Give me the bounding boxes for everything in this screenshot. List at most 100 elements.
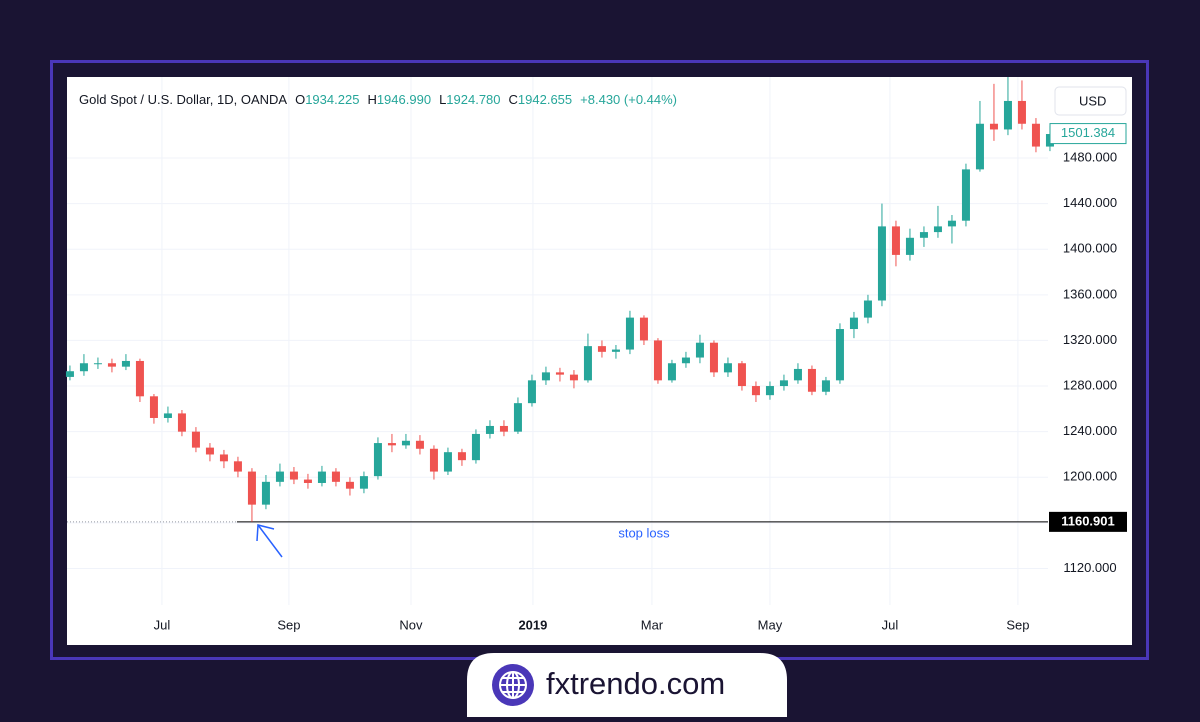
candle-body bbox=[401, 440, 410, 446]
candle-body bbox=[821, 380, 830, 392]
candle-body bbox=[163, 413, 172, 418]
candle-body bbox=[247, 471, 256, 505]
candle-body bbox=[835, 329, 844, 381]
x-tick-label: Sep bbox=[277, 617, 300, 632]
change: +8.430 (+0.44%) bbox=[580, 92, 677, 107]
candle-body bbox=[625, 317, 634, 350]
candle-body bbox=[751, 386, 760, 396]
candle-body bbox=[611, 349, 620, 352]
candle-body bbox=[275, 471, 284, 482]
candle-body bbox=[513, 403, 522, 432]
candle-body bbox=[107, 363, 116, 367]
y-tick-label: 1320.000 bbox=[1063, 332, 1117, 347]
candle-body bbox=[989, 123, 998, 130]
candle-body bbox=[1031, 123, 1040, 147]
candle-body bbox=[499, 425, 508, 432]
candle-body bbox=[653, 340, 662, 381]
x-tick-label: Jul bbox=[882, 617, 899, 632]
candle-body bbox=[933, 226, 942, 233]
candle-body bbox=[681, 357, 690, 364]
candle-body bbox=[639, 317, 648, 341]
logo-badge bbox=[467, 653, 787, 717]
candle-body bbox=[583, 346, 592, 381]
candle-body bbox=[961, 169, 970, 221]
candle-body bbox=[289, 471, 298, 480]
ohlc-value: 1942.655 bbox=[518, 92, 572, 107]
ohlc-label: C bbox=[509, 92, 518, 107]
candle-body bbox=[807, 368, 816, 392]
ohlc-value: 1924.780 bbox=[446, 92, 500, 107]
ohlc-value: 1934.225 bbox=[305, 92, 359, 107]
candle-body bbox=[919, 232, 928, 238]
y-tick-label: 1360.000 bbox=[1063, 286, 1117, 301]
candle-body bbox=[779, 380, 788, 387]
legend-header: Gold Spot / U.S. Dollar, 1D, OANDA O1934.… bbox=[79, 92, 677, 107]
candle-body bbox=[555, 372, 564, 375]
candle-body bbox=[485, 425, 494, 434]
candle-body bbox=[233, 461, 242, 472]
candle-body bbox=[331, 471, 340, 482]
symbol: Gold Spot / U.S. Dollar, 1D, OANDA bbox=[79, 92, 287, 107]
candle-body bbox=[569, 374, 578, 381]
candle-body bbox=[261, 481, 270, 505]
currency: USD bbox=[1079, 93, 1106, 108]
candle-body bbox=[373, 443, 382, 477]
last-price-label: 1501.384 bbox=[1061, 125, 1115, 140]
candle-body bbox=[863, 300, 872, 318]
candle-body bbox=[765, 386, 774, 396]
candle-body bbox=[541, 372, 550, 381]
ohlc-label: O bbox=[295, 92, 305, 107]
stop-loss-label: stop loss bbox=[618, 525, 670, 540]
chart-panel bbox=[67, 77, 1132, 645]
y-tick-label: 1120.000 bbox=[1063, 560, 1116, 575]
candle-body bbox=[177, 413, 186, 432]
candle-body bbox=[415, 440, 424, 449]
candle-body bbox=[695, 342, 704, 358]
candle-body bbox=[737, 363, 746, 387]
currency-button[interactable] bbox=[1054, 86, 1127, 116]
candle-body bbox=[709, 342, 718, 373]
y-tick-label: 1200.000 bbox=[1063, 469, 1117, 484]
candle-body bbox=[135, 360, 144, 397]
x-tick-label: May bbox=[758, 617, 783, 632]
candle-body bbox=[947, 220, 956, 227]
candle-body bbox=[597, 346, 606, 352]
plot: 1120.0001160.0001200.0001240.0001280.000… bbox=[65, 77, 1127, 632]
candle-body bbox=[527, 380, 536, 404]
candle-body bbox=[429, 448, 438, 472]
candle-body bbox=[121, 360, 130, 367]
candle-body bbox=[65, 371, 74, 377]
logo-text: fxtrendo.com bbox=[546, 666, 725, 701]
candle-body bbox=[975, 123, 984, 170]
candle-body bbox=[205, 447, 214, 455]
candle-body bbox=[303, 479, 312, 483]
candle-body bbox=[891, 226, 900, 255]
candle-body bbox=[723, 363, 732, 373]
candle-body bbox=[1003, 100, 1012, 130]
candle-body bbox=[667, 363, 676, 381]
candle-body bbox=[149, 396, 158, 418]
ohlc-label: L bbox=[439, 92, 446, 107]
x-tick-label: Mar bbox=[641, 617, 664, 632]
candle-body bbox=[387, 443, 396, 446]
last-price-tag bbox=[1049, 123, 1127, 145]
stop-loss-tag bbox=[1049, 511, 1127, 532]
candle-body bbox=[905, 237, 914, 255]
x-tick-label: Sep bbox=[1006, 617, 1029, 632]
x-tick-label: Nov bbox=[399, 617, 423, 632]
arrow bbox=[256, 524, 283, 558]
y-tick-label: 1240.000 bbox=[1063, 423, 1117, 438]
y-tick-label: 1480.000 bbox=[1063, 149, 1117, 164]
candle-body bbox=[345, 481, 354, 489]
candle-body bbox=[317, 471, 326, 483]
candle-body bbox=[443, 452, 452, 472]
ohlc-value: 1946.990 bbox=[377, 92, 431, 107]
candle-body bbox=[471, 433, 480, 461]
candle-body bbox=[793, 368, 802, 381]
logo-icon bbox=[492, 664, 534, 706]
x-tick-label: Jul bbox=[154, 617, 171, 632]
y-tick-label: 1400.000 bbox=[1063, 241, 1117, 256]
candle-body bbox=[457, 452, 466, 461]
candle-body bbox=[359, 476, 368, 489]
